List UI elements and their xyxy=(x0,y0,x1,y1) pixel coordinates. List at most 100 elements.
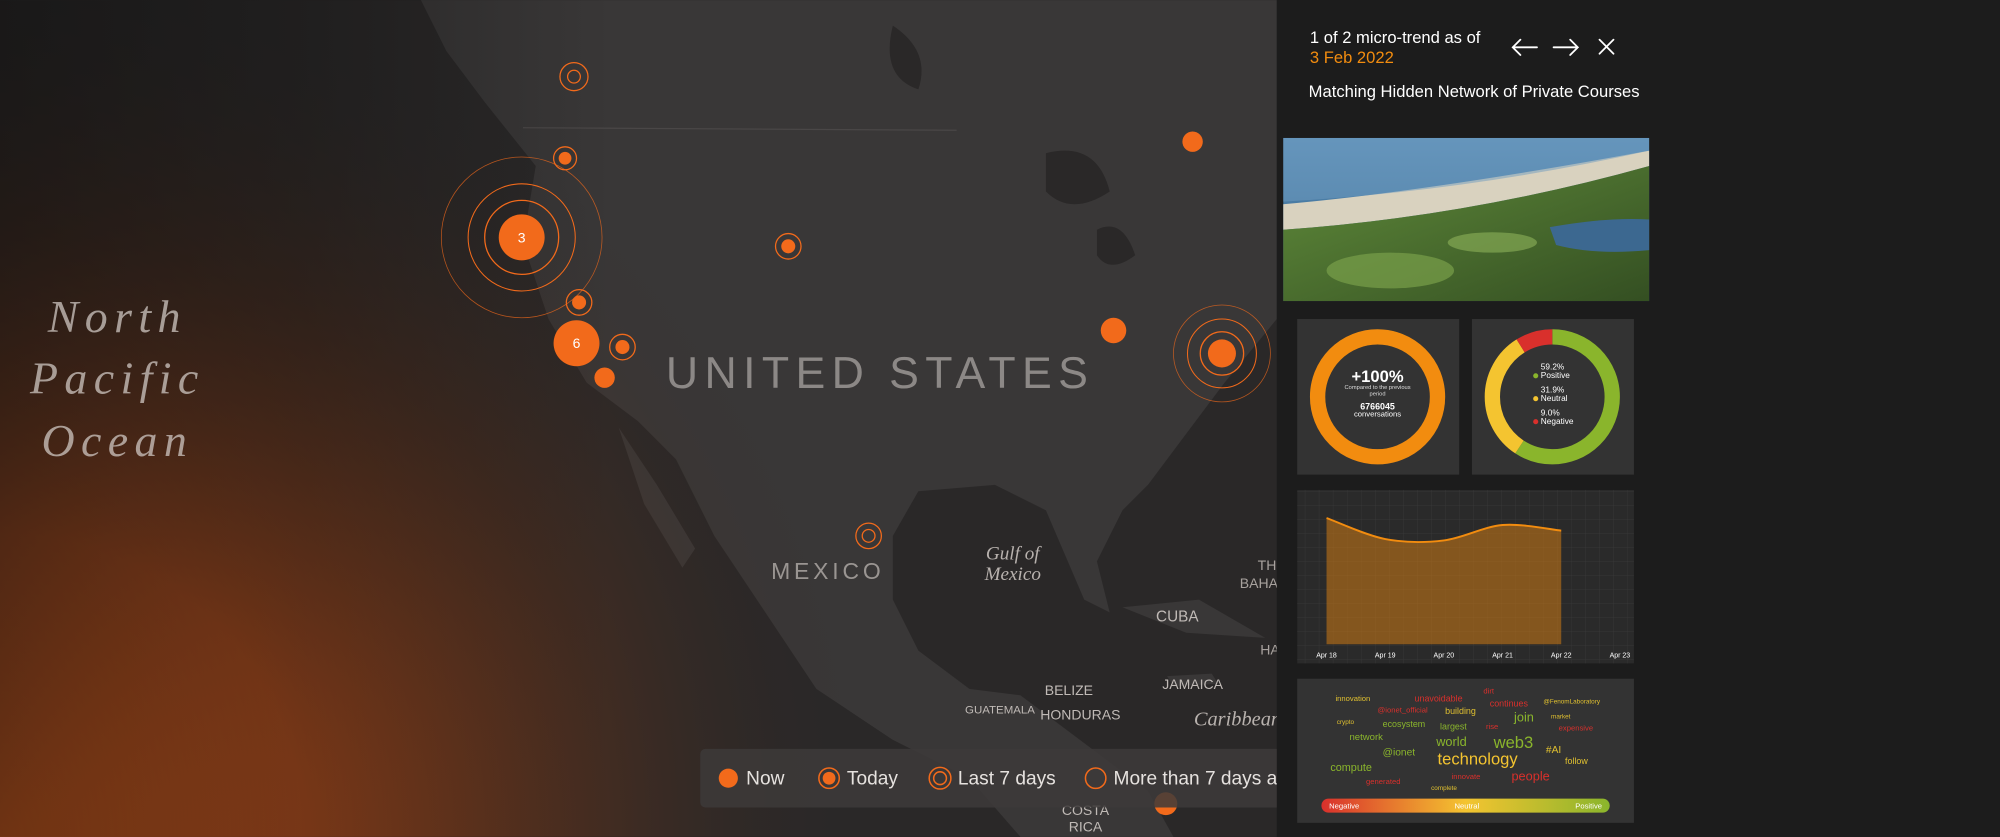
word: @ionet xyxy=(1383,747,1416,758)
marker-week[interactable] xyxy=(559,61,589,92)
legend-symbol xyxy=(718,768,738,788)
word: dirt xyxy=(1483,686,1494,695)
marker-now[interactable] xyxy=(1182,131,1203,152)
country-label: GUATEMALA xyxy=(965,705,1035,717)
scale-label: Positive xyxy=(1575,801,1602,810)
word: join xyxy=(1513,710,1534,725)
trend-title: Matching Hidden Network of Private Cours… xyxy=(1308,81,1640,101)
growth-count-label: conversations xyxy=(1354,410,1401,419)
sentiment-name: Neutral xyxy=(1541,393,1568,403)
marker-now[interactable] xyxy=(594,367,615,388)
sea-label: Caribbean xyxy=(1194,708,1281,730)
legend-label: Last 7 days xyxy=(958,769,1056,790)
note-box: Compared to the previous period xyxy=(1344,384,1411,397)
country-label: UNITED STATES xyxy=(666,349,1094,398)
word: rise xyxy=(1486,722,1498,731)
next-button[interactable] xyxy=(1552,38,1580,56)
word: crypto xyxy=(1337,719,1355,726)
word: innovate xyxy=(1452,772,1481,781)
cluster[interactable] xyxy=(553,320,600,367)
cluster-count: 6 xyxy=(573,335,581,351)
growth-ring xyxy=(1309,329,1446,465)
marker-today[interactable] xyxy=(609,333,636,361)
sentiment-name: Negative xyxy=(1541,416,1574,426)
x-tick-label: Apr 19 xyxy=(1375,653,1396,660)
sea-label: Gulf of xyxy=(986,543,1042,564)
legend-symbol xyxy=(822,771,836,785)
sentiment-name: Positive xyxy=(1541,370,1570,380)
word: largest xyxy=(1440,722,1467,732)
legend-label: Today xyxy=(847,769,898,790)
country-label: CUBA xyxy=(1156,609,1199,626)
scale-label: Neutral xyxy=(1455,801,1480,810)
legend-symbol xyxy=(928,766,952,790)
marker-week[interactable] xyxy=(855,522,883,550)
close-button[interactable] xyxy=(1598,38,1615,55)
sentiment-value: 31.9% xyxy=(1541,385,1565,395)
legend-symbol xyxy=(932,771,948,786)
word: building xyxy=(1445,706,1476,716)
word: complete xyxy=(1431,785,1457,792)
legend-symbol xyxy=(1084,767,1107,790)
sentiment-value: 59.2% xyxy=(1541,362,1565,372)
word: generated xyxy=(1366,777,1400,786)
word: market xyxy=(1551,714,1571,721)
sentiment-segment xyxy=(1484,329,1620,465)
word: #AI xyxy=(1546,745,1561,756)
legend-label: More than 7 days ago xyxy=(1114,769,1299,790)
legend-dot xyxy=(1533,419,1539,425)
legend-symbol xyxy=(818,767,841,790)
legend-box xyxy=(700,748,1313,808)
marker-today[interactable] xyxy=(774,232,802,260)
ocean-label: Pacific xyxy=(29,352,205,403)
country-label: RICA xyxy=(1069,819,1103,835)
sentiment-scale xyxy=(1321,798,1610,813)
word: unavoidable xyxy=(1415,693,1463,703)
title-box: Matching Hidden Network of Private Cours… xyxy=(1308,81,1640,101)
legend-dot xyxy=(1533,373,1539,379)
country-label: HONDURAS xyxy=(1040,706,1120,722)
cluster[interactable] xyxy=(440,156,603,319)
chart-grid xyxy=(1297,489,1634,664)
shade xyxy=(0,0,613,837)
country-label: JAMAICA xyxy=(1162,676,1223,692)
x-tick-label: Apr 18 xyxy=(1316,653,1337,660)
growth-note: Compared to the previous period xyxy=(1344,384,1411,397)
x-tick-label: Apr 21 xyxy=(1492,653,1513,660)
scale-label: Negative xyxy=(1329,801,1359,810)
country-label: BELIZE xyxy=(1045,682,1093,698)
word: @ionet_official xyxy=(1378,706,1428,715)
word: people xyxy=(1511,768,1549,783)
cluster[interactable] xyxy=(1173,304,1271,403)
legend: Now Today Last 7 days More than 7 days ago xyxy=(700,748,1313,808)
word: ecosystem xyxy=(1383,719,1426,729)
word: continues xyxy=(1490,699,1529,709)
sentiment-segment xyxy=(1484,329,1620,465)
growth-label: +100% xyxy=(1352,367,1404,386)
x-tick-label: Apr 23 xyxy=(1610,653,1631,660)
ocean-label: North xyxy=(47,291,187,342)
word: @FenomLaboratory xyxy=(1543,698,1600,705)
markers xyxy=(440,61,1271,816)
word: technology xyxy=(1438,750,1519,769)
word: expensive xyxy=(1559,723,1593,732)
sea-label: Mexico xyxy=(984,564,1041,585)
word: innovation xyxy=(1335,694,1370,703)
cluster-count: 3 xyxy=(518,229,526,245)
word: world xyxy=(1435,734,1466,749)
trend-area xyxy=(1326,517,1562,645)
date: 3 Feb 2022 xyxy=(1310,48,1394,67)
marker-now[interactable] xyxy=(1100,317,1127,344)
x-tick-label: Apr 22 xyxy=(1551,653,1572,660)
trend-line xyxy=(1326,517,1562,543)
word: compute xyxy=(1330,762,1372,774)
prev-button[interactable] xyxy=(1511,38,1538,56)
word: follow xyxy=(1565,756,1588,766)
sentiment-value: 9.0% xyxy=(1541,408,1561,418)
x-tick-label: Apr 20 xyxy=(1434,653,1455,660)
legend-label: Now xyxy=(746,769,784,790)
marker-today[interactable] xyxy=(565,289,593,316)
country-label: MEXICO xyxy=(771,558,884,584)
